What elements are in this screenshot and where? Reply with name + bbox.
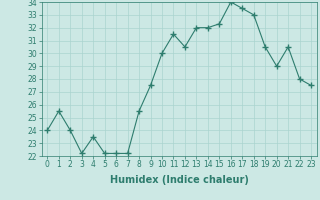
X-axis label: Humidex (Indice chaleur): Humidex (Indice chaleur) xyxy=(110,175,249,185)
